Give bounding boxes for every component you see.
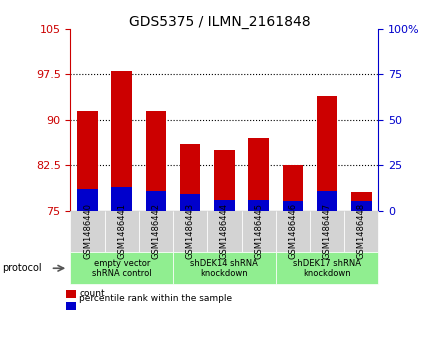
Text: shDEK14 shRNA
knockdown: shDEK14 shRNA knockdown	[191, 258, 258, 278]
Text: GSM1486444: GSM1486444	[220, 203, 229, 260]
Bar	[214, 150, 235, 211]
Text: GSM1486446: GSM1486446	[288, 203, 297, 260]
Bar	[214, 200, 235, 211]
Text: GSM1486447: GSM1486447	[323, 203, 332, 260]
Bar	[146, 191, 166, 211]
Text: GSM1486441: GSM1486441	[117, 203, 126, 260]
Text: GSM1486443: GSM1486443	[186, 203, 194, 260]
Bar	[180, 194, 201, 211]
Bar	[77, 189, 98, 211]
Text: count: count	[79, 289, 105, 298]
Text: GDS5375 / ILMN_2161848: GDS5375 / ILMN_2161848	[129, 15, 311, 29]
Bar	[180, 144, 201, 211]
Text: GSM1486442: GSM1486442	[151, 203, 161, 260]
Bar	[111, 72, 132, 211]
Text: GSM1486448: GSM1486448	[357, 203, 366, 260]
Bar	[351, 201, 371, 211]
Bar	[146, 111, 166, 211]
Bar	[248, 200, 269, 211]
Bar	[111, 187, 132, 211]
Bar	[282, 201, 303, 211]
Text: GSM1486440: GSM1486440	[83, 203, 92, 260]
Text: GSM1486445: GSM1486445	[254, 203, 263, 260]
Text: shDEK17 shRNA
knockdown: shDEK17 shRNA knockdown	[293, 258, 361, 278]
Bar	[77, 111, 98, 211]
Bar	[317, 95, 337, 211]
Bar	[248, 138, 269, 211]
Text: percentile rank within the sample: percentile rank within the sample	[79, 294, 232, 303]
Bar	[317, 191, 337, 211]
Bar	[351, 192, 371, 211]
Text: protocol: protocol	[2, 263, 42, 273]
Bar	[282, 165, 303, 211]
Text: empty vector
shRNA control: empty vector shRNA control	[92, 258, 151, 278]
